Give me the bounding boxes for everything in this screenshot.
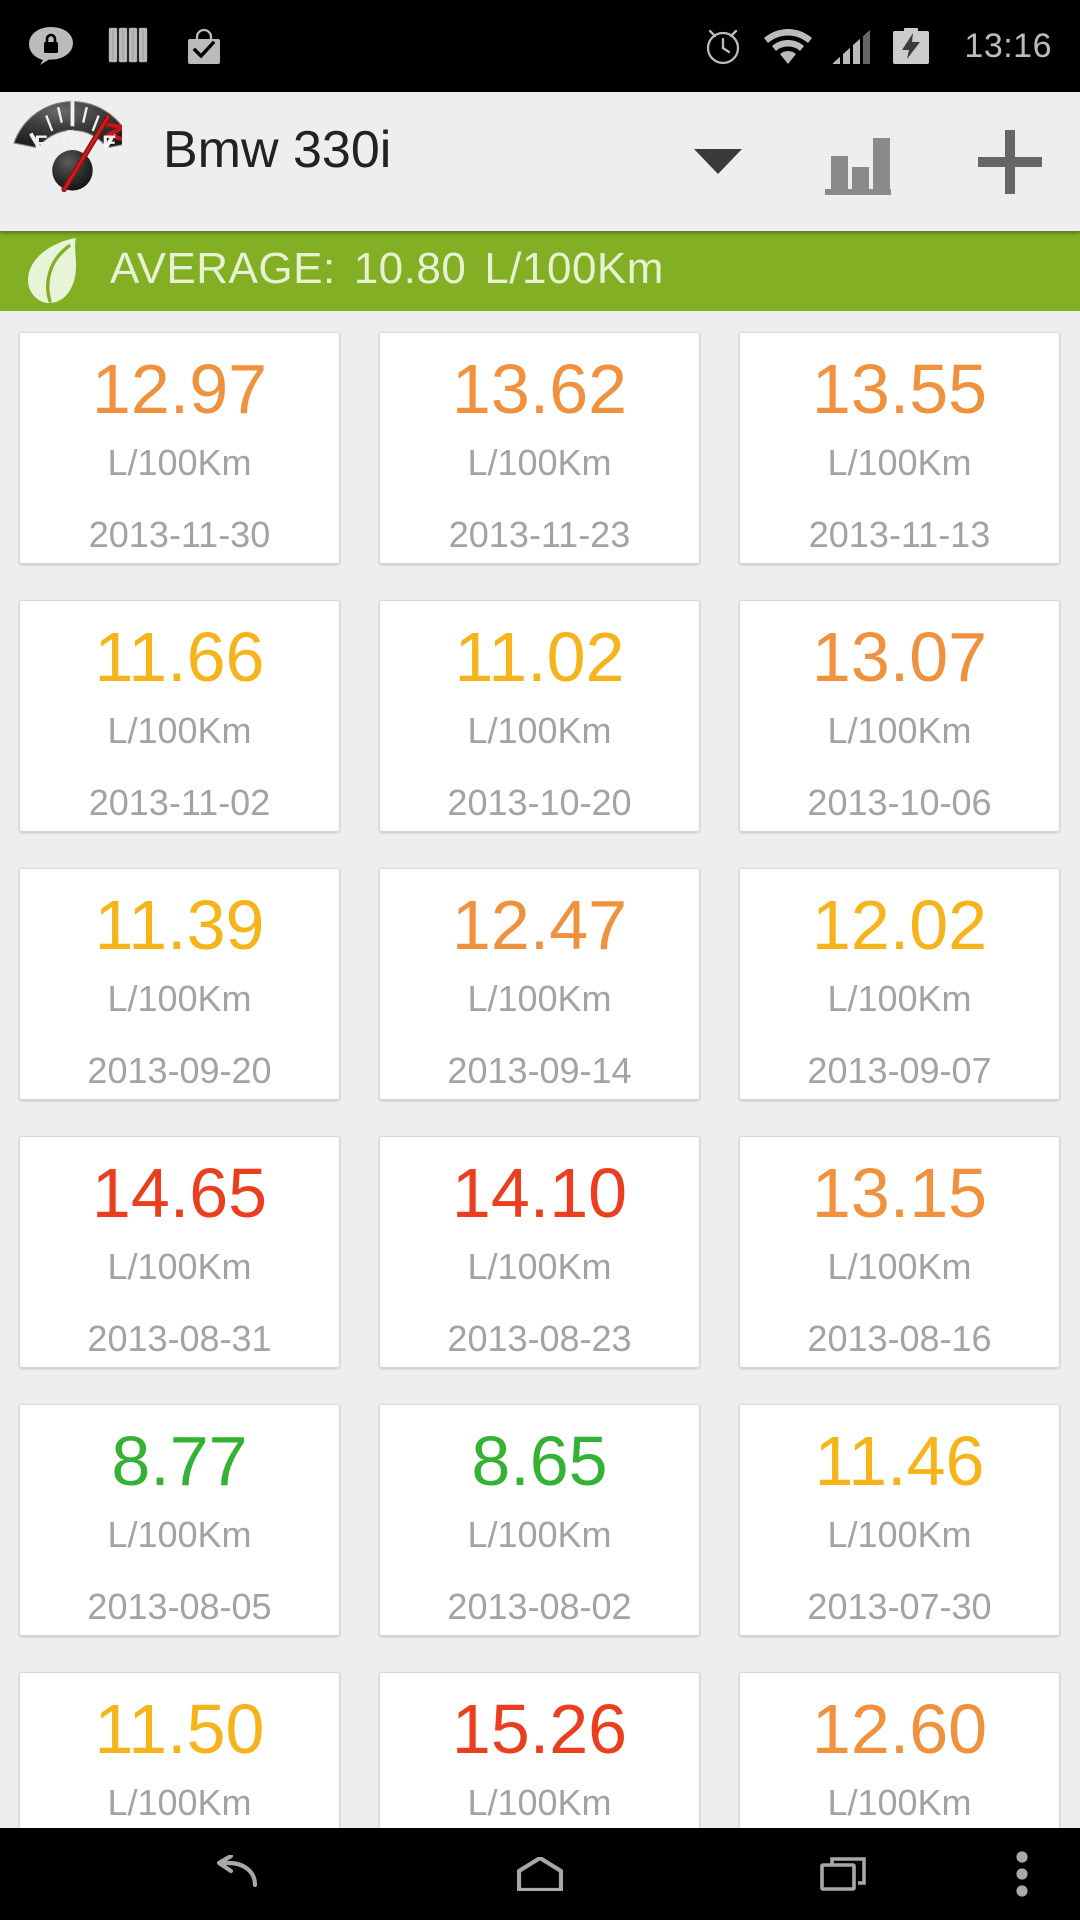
svg-text:E: E: [102, 131, 116, 155]
svg-text:F: F: [34, 131, 47, 155]
